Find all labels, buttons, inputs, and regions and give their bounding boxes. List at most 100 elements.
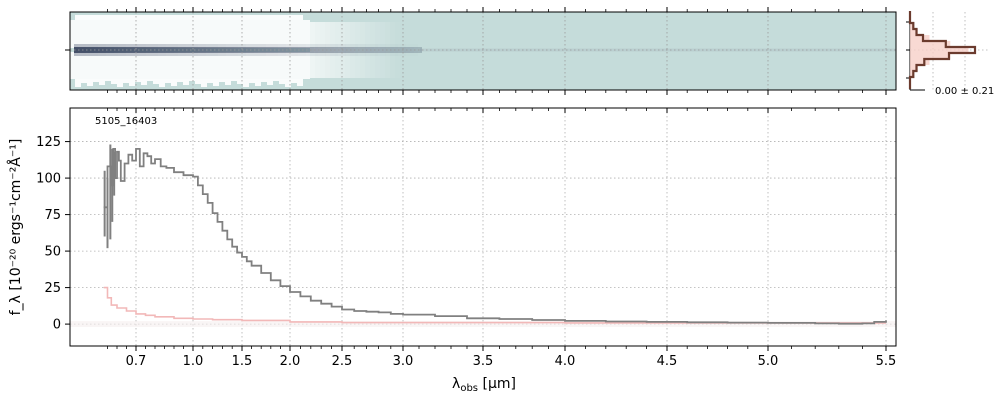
spectrum-2d-trace-halo	[170, 44, 174, 47]
spectrum-2d-edge-ragged	[219, 79, 225, 82]
x-axis-label-sub: obs	[460, 383, 478, 394]
spectrum-2d-trace	[354, 47, 358, 53]
spectrum-2d-trace-halo	[130, 53, 134, 56]
spectrum-2d-trace	[286, 47, 290, 53]
spectrum-2d-edge-ragged	[237, 79, 243, 84]
spectrum-2d-trace-halo	[374, 44, 378, 47]
spectrum-2d-grid	[70, 12, 896, 90]
spectrum-2d-edge-ragged	[99, 79, 105, 85]
spectrum-2d-edge-ragged	[135, 79, 141, 82]
spectrum-2d-edge-ragged	[213, 79, 219, 86]
spectrum-2d-trace	[178, 47, 182, 53]
spectrum-2d-trace	[306, 47, 310, 53]
spectrum-2d-trace-halo	[194, 44, 198, 47]
spectrum-2d-fade	[355, 22, 360, 78]
spectrum-2d-trace-halo	[118, 53, 122, 56]
spectrum-2d-trace	[394, 47, 398, 53]
spectrum-2d-trace-halo	[382, 44, 386, 47]
spectrum-2d-trace-halo	[302, 44, 306, 47]
spectrum-2d-fade	[395, 22, 400, 78]
spectrum-2d-edge-ragged	[75, 79, 81, 87]
spectrum-1d-grid	[70, 108, 896, 346]
spectrum-2d-trace	[170, 47, 174, 53]
spectrum-2d-trace-halo	[350, 44, 354, 47]
spectrum-2d-trace-halo	[166, 53, 170, 56]
spectrum-1d-ticks	[65, 108, 887, 351]
spectrum-2d-trace-halo	[182, 53, 186, 56]
y-tick-label: 75	[44, 208, 61, 223]
spectrum-2d-trace-halo	[310, 44, 314, 47]
spectrum-2d-trace-halo	[114, 44, 118, 47]
spectrum-2d-edge-ragged	[207, 15, 213, 20]
spectrum-2d-trace-halo	[186, 53, 190, 56]
spectrum-2d-panel	[65, 7, 897, 95]
spectrum-2d-trace	[154, 47, 158, 53]
spectrum-2d-edge-ragged	[255, 79, 261, 86]
spectrum-2d-trace-halo	[390, 44, 394, 47]
spectrum-2d-trace-halo	[114, 53, 118, 56]
spectrum-2d-trace-halo	[290, 53, 294, 56]
spectrum-2d-trace	[362, 47, 366, 53]
spectrum-2d-trace-halo	[202, 53, 206, 56]
spectrum-2d-trace-halo	[150, 53, 154, 56]
spectrum-2d-trace	[214, 47, 218, 53]
spectrum-2d-trace-halo	[226, 44, 230, 47]
spectrum-2d-trace-halo	[158, 53, 162, 56]
spectrum-2d-trace-halo	[322, 53, 326, 56]
spectrum-2d-trace	[358, 47, 362, 53]
profile-annotation: 0.00 ± 0.21	[935, 86, 994, 97]
x-axis-label: λobs [μm]	[452, 376, 516, 394]
spectrum-2d-edge-ragged	[231, 15, 237, 20]
spectrum-2d-trace-halo	[190, 44, 194, 47]
spectrum-2d-trace-halo	[338, 53, 342, 56]
spectrum-2d-trace-halo	[214, 44, 218, 47]
spectrum-2d-edge-ragged	[261, 79, 267, 82]
spectrum-2d-edge-ragged	[291, 15, 297, 20]
spectrum-2d-trace-halo	[342, 44, 346, 47]
spectrum-2d-trace	[94, 47, 98, 53]
spectrum-2d-edge-ragged	[117, 15, 123, 20]
x-axis-label-unit: [μm]	[478, 376, 516, 392]
spectrum-2d-trace-halo	[162, 44, 166, 47]
spectrum-2d-edge-ragged	[111, 15, 117, 20]
spectrum-2d-trace	[98, 47, 102, 53]
spectrum-2d-edge-ragged	[225, 15, 231, 20]
spectrum-2d-trace	[266, 47, 270, 53]
spectrum-2d-trace-halo	[214, 53, 218, 56]
spectrum-2d-trace-halo	[330, 53, 334, 56]
spectrum-2d-edge-ragged	[171, 15, 177, 20]
spectrum-2d-trace-halo	[110, 44, 114, 47]
spectrum-2d-trace-halo	[150, 44, 154, 47]
spectrum-2d-trace-halo	[270, 53, 274, 56]
spectrum-2d-trace-halo	[314, 53, 318, 56]
spectrum-2d-edge-ragged	[165, 15, 171, 20]
spectrum-2d-trace-halo	[366, 44, 370, 47]
spectrum-2d-trace-halo	[210, 44, 214, 47]
spectrum-2d-trace-halo	[154, 53, 158, 56]
spectrum-2d-trace	[110, 47, 114, 53]
spectrum-2d-edge	[70, 52, 310, 79]
spectrum-2d-trace	[342, 47, 346, 53]
spectrum-2d-trace	[262, 47, 266, 53]
spectrum-2d-trace-halo	[246, 44, 250, 47]
spectrum-2d-trace	[274, 47, 278, 53]
spectrum-2d-edge-ragged	[153, 15, 159, 20]
spectrum-2d-trace	[226, 47, 230, 53]
spectrum-2d-edge-ragged	[183, 79, 189, 85]
spectrum-2d-fade	[390, 22, 395, 78]
spectrum-2d-fade	[375, 22, 380, 78]
spectrum-2d-trace-halo	[218, 53, 222, 56]
x-tick-label: 3.0	[393, 354, 414, 369]
spectrum-2d-trace	[406, 47, 410, 53]
spectrum-2d-edge-ragged	[255, 15, 261, 20]
spectrum-2d-trace	[338, 47, 342, 53]
spectrum-2d-edge-ragged	[297, 15, 303, 20]
spectrum-2d-trace-halo	[122, 53, 126, 56]
spectrum-2d-trace-halo	[278, 53, 282, 56]
spectrum-2d-trace	[310, 47, 314, 53]
spectrum-2d-trace-halo	[266, 53, 270, 56]
spectrum-2d-trace	[90, 47, 94, 53]
spectrum-2d-trace-halo	[326, 53, 330, 56]
spectrum-2d-edge-ragged	[141, 15, 147, 20]
spectrum-2d-edge-ragged	[75, 15, 81, 20]
